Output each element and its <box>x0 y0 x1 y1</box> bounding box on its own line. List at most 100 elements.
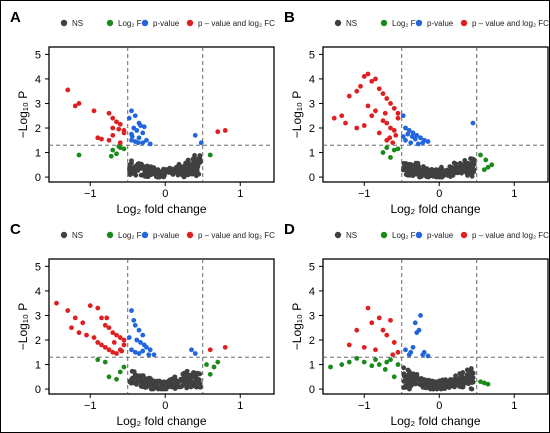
point-ns <box>127 162 133 168</box>
point-both <box>99 342 104 348</box>
point-p <box>129 134 135 139</box>
point-p <box>198 140 204 146</box>
point-p <box>144 344 149 350</box>
point-p <box>418 313 423 318</box>
point-both <box>354 327 360 333</box>
point-p <box>134 128 140 133</box>
legend-label-both: p – value and log₂ FC <box>472 19 549 28</box>
point-ns <box>462 157 468 163</box>
point-both <box>361 123 367 128</box>
point-fc <box>483 157 489 163</box>
point-ns <box>414 372 420 377</box>
point-ns <box>192 165 197 171</box>
point-both <box>361 344 367 350</box>
point-ns <box>164 381 170 387</box>
point-fc <box>339 362 345 367</box>
point-p <box>140 348 146 354</box>
legend-marker-fc <box>106 19 114 27</box>
legend-label-both: p – value and log₂ FC <box>472 231 549 240</box>
point-both <box>110 115 116 121</box>
y-tick-label: 2 <box>309 335 315 347</box>
point-both <box>110 125 116 131</box>
point-ns <box>191 382 197 388</box>
point-ns <box>469 386 475 392</box>
point-ns <box>429 385 435 390</box>
point-p <box>408 349 414 355</box>
point-p <box>129 347 134 353</box>
point-both <box>102 344 108 350</box>
x-tick-label: −1 <box>84 188 97 200</box>
point-ns <box>161 386 166 392</box>
point-both <box>390 352 396 358</box>
point-p <box>410 130 416 136</box>
panel-d: D NS Log₂ FC p-value p – value and log₂ FC 0 1… <box>284 221 549 428</box>
y-tick-label: 1 <box>35 360 41 372</box>
x-tick-label: −1 <box>84 400 97 412</box>
point-both <box>354 88 360 94</box>
point-both <box>222 128 228 133</box>
y-tick-label: 2 <box>309 123 315 135</box>
panel-letter: D <box>284 221 295 238</box>
y-axis-label: −Log₁₀ P <box>16 303 30 350</box>
point-ns <box>417 174 422 180</box>
point-both <box>84 332 89 338</box>
point-fc <box>215 359 221 365</box>
x-tick-label: −1 <box>358 188 371 200</box>
point-both <box>114 119 119 125</box>
point-both <box>99 315 104 321</box>
point-p <box>192 132 198 138</box>
point-ns <box>180 172 186 178</box>
point-both <box>215 129 221 135</box>
point-fc <box>204 362 209 367</box>
point-both <box>384 96 390 101</box>
point-p <box>418 135 423 141</box>
point-both <box>388 125 393 131</box>
point-ns <box>170 379 176 385</box>
point-both <box>395 349 401 355</box>
point-both <box>361 74 367 79</box>
y-axis-label: −Log₁₀ P <box>290 91 304 138</box>
point-ns <box>197 153 203 158</box>
point-fc <box>369 363 375 369</box>
point-ns <box>469 156 475 162</box>
plot-area <box>48 258 275 395</box>
x-tick-label: 1 <box>237 188 243 200</box>
point-both <box>116 126 122 132</box>
point-fc <box>354 356 360 361</box>
point-both <box>354 125 360 131</box>
point-both <box>95 340 101 345</box>
point-p <box>136 351 142 356</box>
point-fc <box>116 144 122 149</box>
point-ns <box>415 164 421 170</box>
point-ns <box>168 169 173 175</box>
y-tick-label: 3 <box>35 98 41 110</box>
point-ns <box>405 374 411 380</box>
point-both <box>119 348 125 354</box>
point-p <box>134 337 140 343</box>
point-p <box>136 327 142 333</box>
x-axis-label: Log₂ fold change <box>116 414 206 428</box>
point-fc <box>478 152 483 158</box>
point-fc <box>391 147 397 153</box>
point-both <box>358 83 363 89</box>
point-fc <box>207 371 213 377</box>
point-fc <box>481 380 487 386</box>
point-p <box>129 108 134 114</box>
point-both <box>54 300 59 306</box>
point-both <box>106 347 112 353</box>
legend-marker-both <box>186 19 194 27</box>
point-both <box>382 110 388 116</box>
point-ns <box>470 166 476 171</box>
point-both <box>388 101 393 106</box>
point-ns <box>197 371 203 377</box>
point-both <box>331 115 337 121</box>
x-tick-label: 0 <box>436 400 442 412</box>
y-tick-label: 2 <box>35 123 41 135</box>
point-ns <box>176 161 182 167</box>
y-tick-label: 4 <box>35 286 41 298</box>
legend-marker-p <box>141 19 149 27</box>
point-ns <box>144 384 150 390</box>
point-fc <box>388 357 393 363</box>
point-ns <box>419 376 425 382</box>
point-fc <box>76 152 82 158</box>
